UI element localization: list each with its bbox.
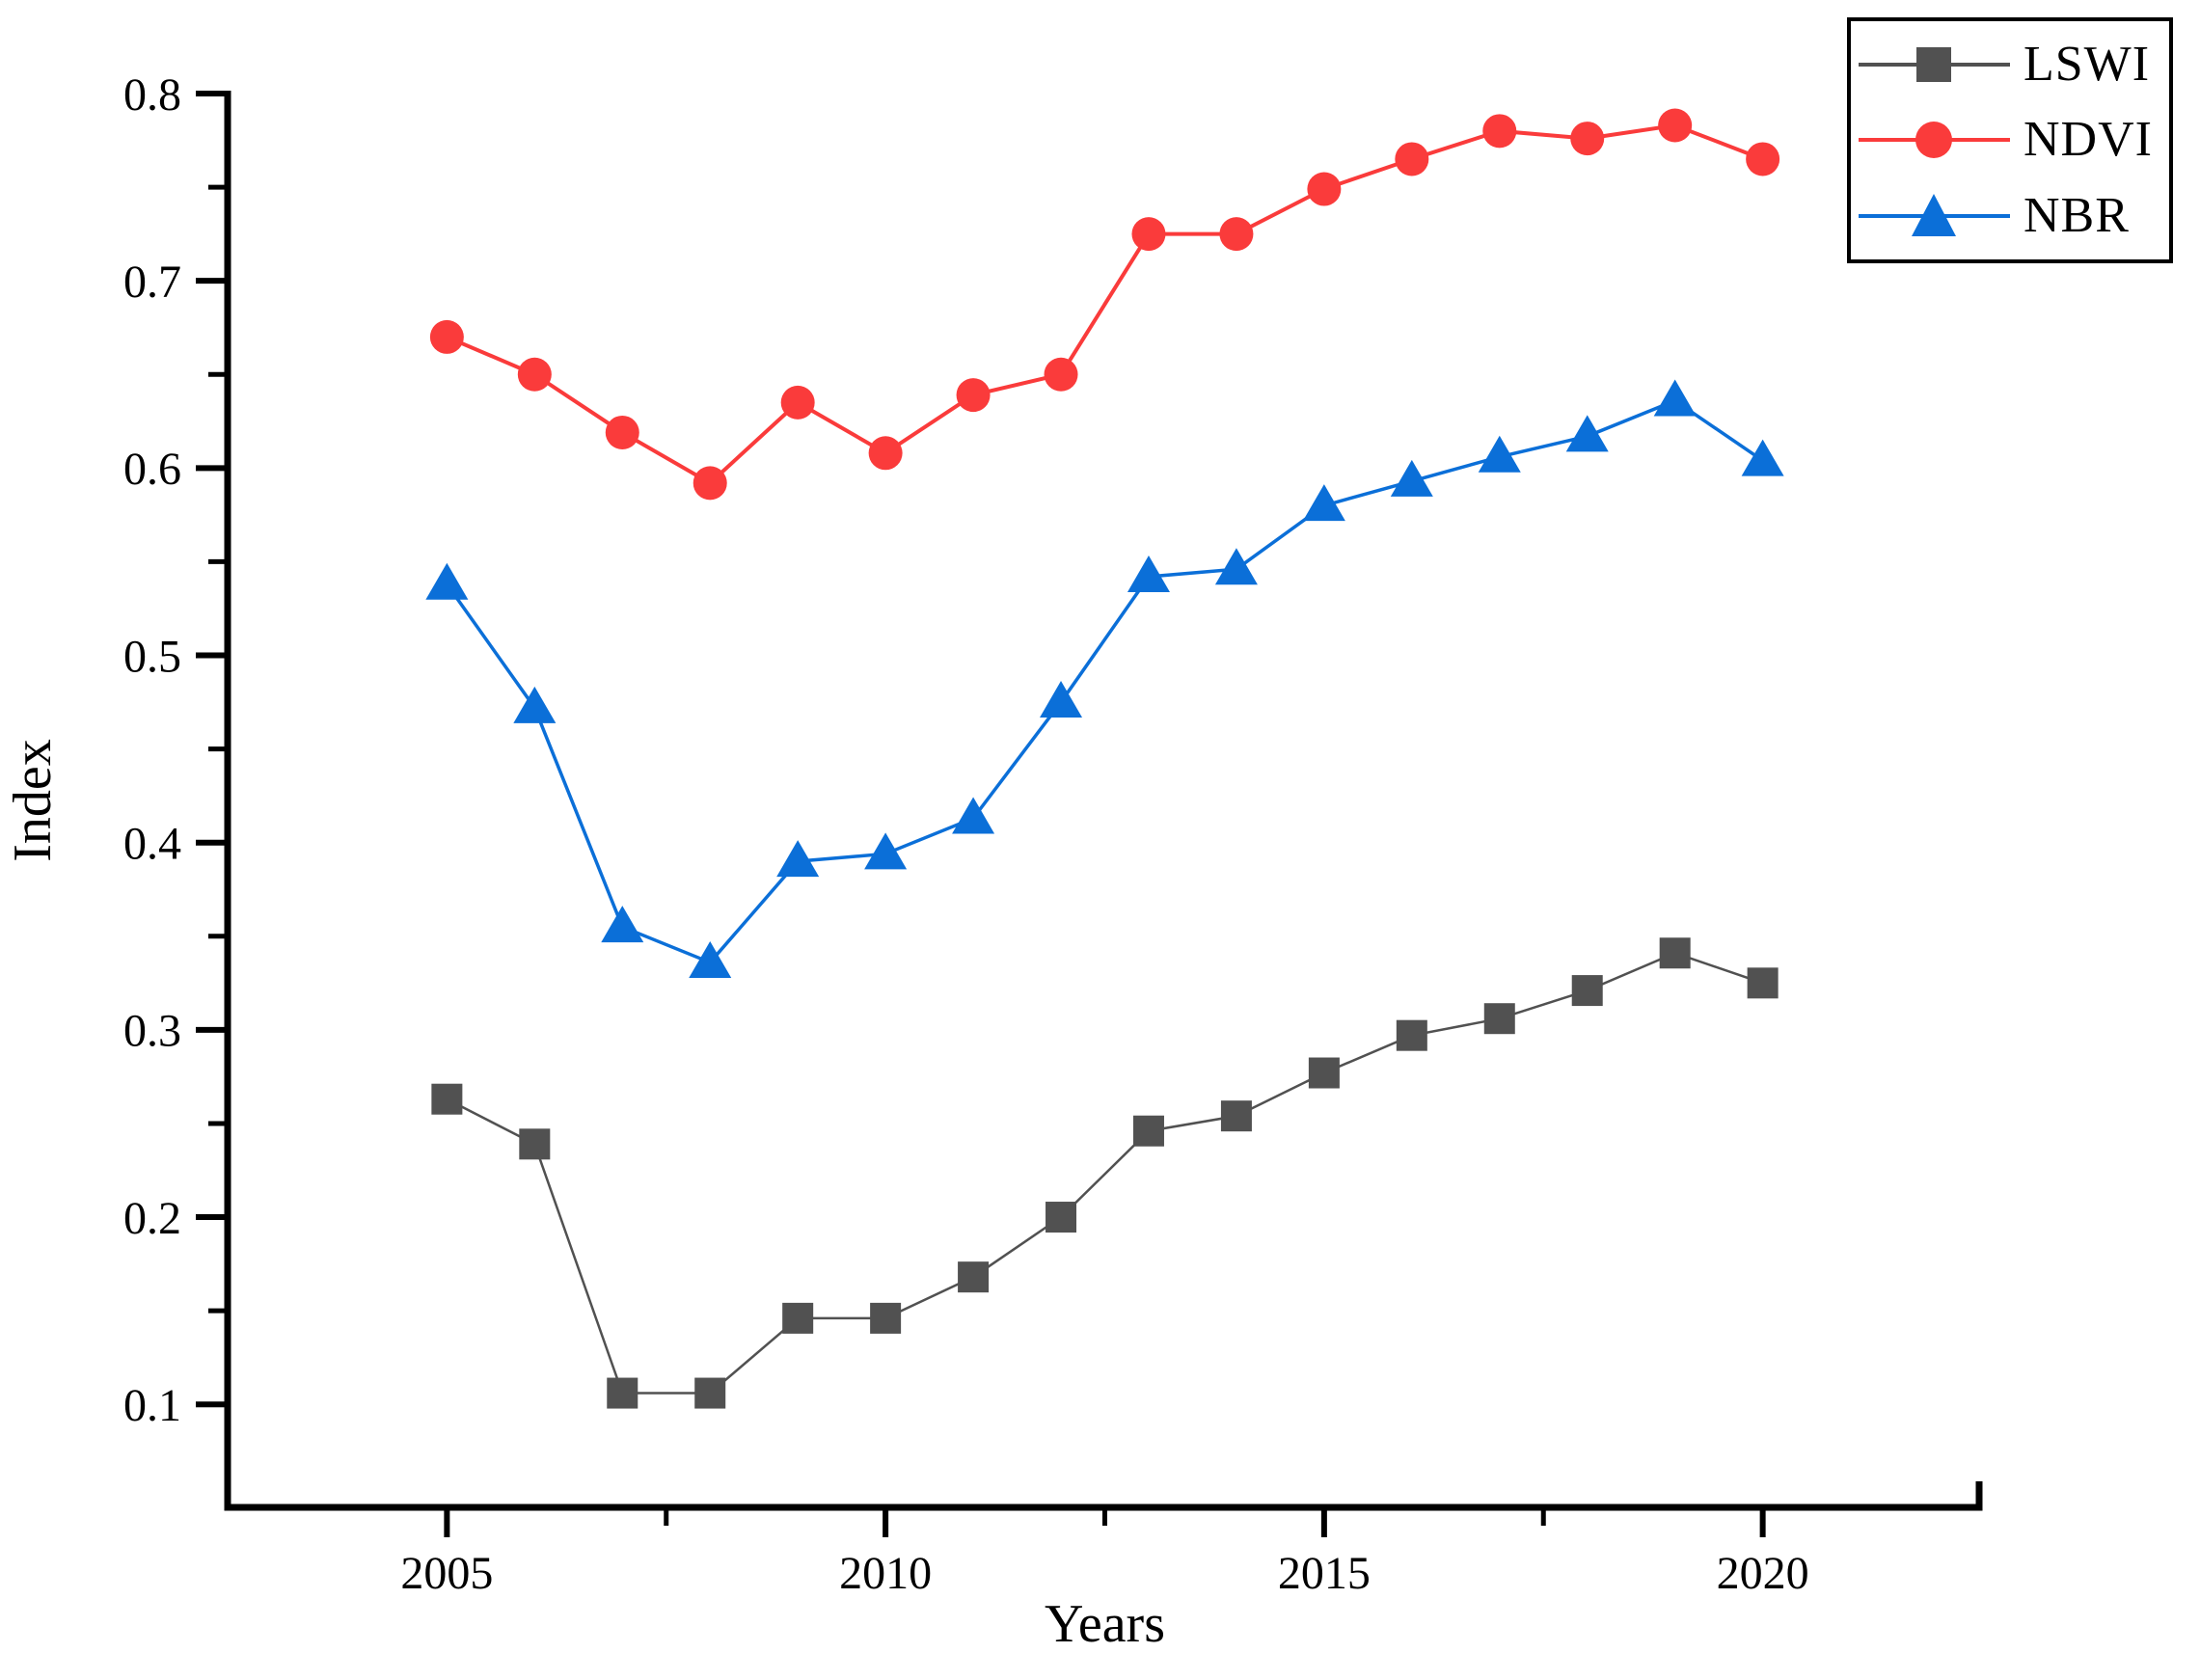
y-tick-label: 0.6 [123, 444, 181, 495]
y-tick-label: 0.5 [123, 631, 181, 682]
lswi-square-marker-icon [1859, 47, 2010, 83]
axis-ticks [196, 91, 1766, 1537]
legend-label-ndvi: NDVI [2023, 112, 2153, 168]
tick-labels: 0.1 0.2 0.3 0.4 0.5 0.6 0.7 0.8 2005 2010 2015 2020 [123, 69, 1809, 1599]
legend: LSWI NDVI NBR [1847, 17, 2173, 263]
nbr-triangle-marker-icon [1859, 193, 2010, 236]
y-tick-label: 0.4 [123, 818, 181, 869]
y-tick-label: 0.2 [123, 1193, 181, 1244]
legend-label-lswi: LSWI [2023, 37, 2151, 93]
legend-item-lswi: LSWI [1855, 38, 2165, 92]
y-axis-title: Index [3, 739, 63, 862]
x-tick-label: 2015 [1278, 1548, 1371, 1599]
y-tick-label: 0.8 [123, 69, 181, 121]
y-tick-label: 0.7 [123, 257, 181, 308]
x-tick-label: 2020 [1717, 1548, 1809, 1599]
legend-label-nbr: NBR [2023, 187, 2130, 243]
y-tick-label: 0.3 [123, 1006, 181, 1057]
lswi-line [446, 951, 1764, 1395]
series-nbr [425, 379, 1784, 978]
ndvi-line [446, 122, 1764, 486]
series-lswi [431, 937, 1779, 1409]
ndvi-circle-marker-icon [1859, 122, 2010, 159]
x-tick-label: 2010 [839, 1548, 932, 1599]
series-ndvi [429, 108, 1780, 501]
x-axis-title: Years [1045, 1594, 1165, 1654]
y-tick-label: 0.1 [123, 1380, 181, 1431]
nbr-line [445, 398, 1764, 965]
legend-item-nbr: NBR [1855, 187, 2165, 243]
legend-item-ndvi: NDVI [1855, 113, 2165, 167]
x-tick-label: 2005 [400, 1548, 493, 1599]
